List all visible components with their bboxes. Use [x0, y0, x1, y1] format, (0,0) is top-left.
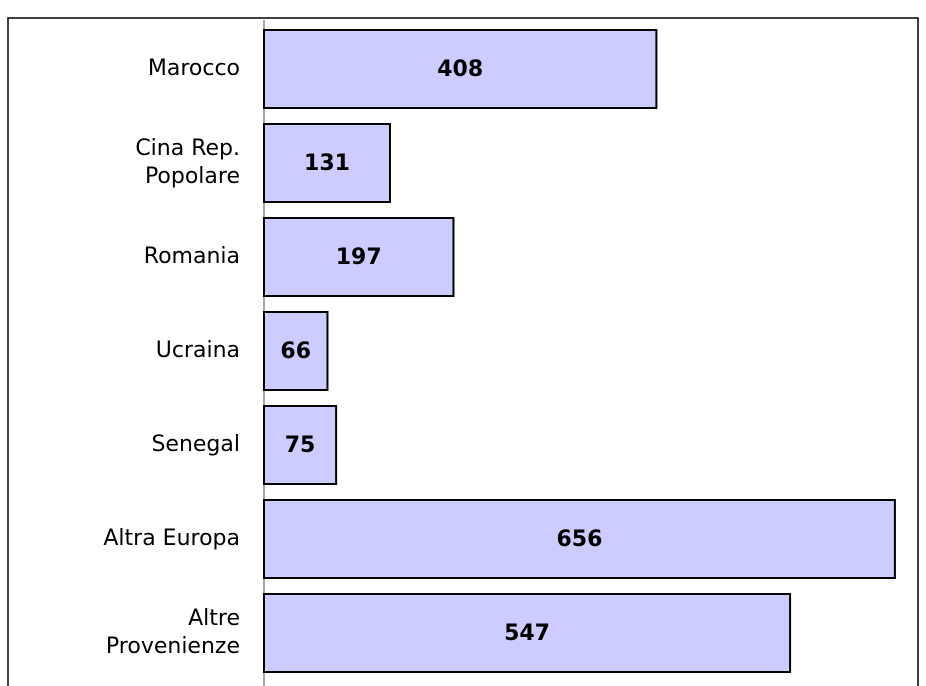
- y-tick-label: Cina Rep. Popolare: [135, 136, 240, 189]
- plot-border: [7, 17, 919, 686]
- y-tick-label: Marocco: [148, 56, 240, 81]
- y-tick-label: Ucraina: [156, 338, 240, 363]
- value-label: 131: [304, 151, 350, 176]
- value-label: 66: [280, 339, 311, 364]
- bar: [263, 123, 391, 203]
- y-tick-label: Romania: [144, 244, 240, 269]
- bar: [263, 311, 329, 391]
- y-tick-label: Senegal: [151, 432, 240, 457]
- bar: [263, 405, 338, 485]
- value-label: 656: [556, 527, 602, 552]
- bar: [263, 29, 658, 109]
- value-label: 547: [504, 621, 550, 646]
- bar: [263, 499, 896, 579]
- value-label: 75: [285, 433, 316, 458]
- y-tick-label: Altre Provenienze: [106, 606, 240, 659]
- bar: [263, 217, 455, 297]
- y-tick-label: Altra Europa: [103, 526, 240, 551]
- value-label: 197: [336, 245, 382, 270]
- bar: [263, 593, 792, 673]
- value-label: 408: [437, 57, 483, 82]
